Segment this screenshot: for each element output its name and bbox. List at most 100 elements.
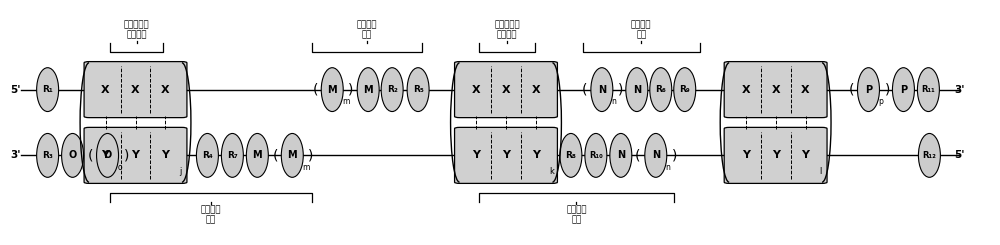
Text: M: M bbox=[253, 150, 262, 160]
FancyBboxPatch shape bbox=[84, 61, 187, 118]
Ellipse shape bbox=[37, 68, 59, 111]
Text: Y: Y bbox=[502, 150, 510, 160]
Text: Y: Y bbox=[472, 150, 480, 160]
Ellipse shape bbox=[381, 68, 403, 111]
Text: Y: Y bbox=[532, 150, 540, 160]
Text: N: N bbox=[617, 150, 625, 160]
Text: (: ( bbox=[582, 83, 588, 97]
Ellipse shape bbox=[918, 134, 940, 177]
Text: N: N bbox=[598, 85, 606, 95]
Text: (: ( bbox=[635, 148, 641, 162]
Ellipse shape bbox=[591, 68, 613, 111]
Ellipse shape bbox=[674, 68, 696, 111]
Text: R₄: R₄ bbox=[202, 151, 213, 160]
Text: M: M bbox=[327, 85, 337, 95]
Text: 配对区碱基
发生配对: 配对区碱基 发生配对 bbox=[124, 20, 149, 40]
Text: 互补反应
基团: 互补反应 基团 bbox=[566, 205, 587, 225]
FancyBboxPatch shape bbox=[84, 127, 187, 184]
Text: 3': 3' bbox=[10, 150, 21, 160]
Text: R₆: R₆ bbox=[655, 85, 666, 94]
Text: n: n bbox=[666, 163, 671, 172]
Text: P: P bbox=[900, 85, 907, 95]
FancyBboxPatch shape bbox=[724, 127, 827, 184]
Text: R₁₂: R₁₂ bbox=[922, 151, 936, 160]
Ellipse shape bbox=[221, 134, 243, 177]
Text: 互补反应
基团: 互补反应 基团 bbox=[201, 205, 221, 225]
Text: R₁: R₁ bbox=[42, 85, 53, 94]
Ellipse shape bbox=[407, 68, 429, 111]
Ellipse shape bbox=[650, 68, 672, 111]
Ellipse shape bbox=[97, 134, 119, 177]
Text: ): ) bbox=[308, 148, 314, 162]
Ellipse shape bbox=[357, 68, 379, 111]
Text: X: X bbox=[502, 85, 510, 95]
Ellipse shape bbox=[281, 134, 303, 177]
Text: M: M bbox=[287, 150, 297, 160]
Ellipse shape bbox=[196, 134, 218, 177]
Ellipse shape bbox=[321, 68, 343, 111]
Text: Y: Y bbox=[102, 150, 110, 160]
Text: (: ( bbox=[849, 83, 854, 97]
Text: R₃: R₃ bbox=[42, 151, 53, 160]
Text: R₈: R₈ bbox=[565, 151, 576, 160]
Text: R₁₁: R₁₁ bbox=[922, 85, 935, 94]
Text: Y: Y bbox=[132, 150, 140, 160]
Text: 5': 5' bbox=[10, 85, 21, 95]
Ellipse shape bbox=[37, 134, 59, 177]
Ellipse shape bbox=[62, 134, 84, 177]
Text: k: k bbox=[549, 167, 554, 176]
Text: n: n bbox=[612, 98, 617, 106]
Text: Y: Y bbox=[161, 150, 169, 160]
Text: (: ( bbox=[88, 148, 93, 162]
Text: o: o bbox=[117, 163, 122, 172]
Text: R₅: R₅ bbox=[413, 85, 424, 94]
Text: O: O bbox=[103, 150, 112, 160]
FancyBboxPatch shape bbox=[724, 61, 827, 118]
Text: Y: Y bbox=[772, 150, 780, 160]
Text: X: X bbox=[472, 85, 480, 95]
Text: R₂: R₂ bbox=[387, 85, 398, 94]
Ellipse shape bbox=[610, 134, 632, 177]
Text: ): ) bbox=[884, 83, 890, 97]
Text: 互补反应
基团: 互补反应 基团 bbox=[631, 20, 652, 40]
Ellipse shape bbox=[585, 134, 607, 177]
Text: p: p bbox=[878, 98, 883, 106]
Text: 3': 3' bbox=[954, 85, 965, 95]
FancyBboxPatch shape bbox=[455, 61, 557, 118]
Text: m: m bbox=[342, 98, 349, 106]
Text: 配对区碱基
发生配对: 配对区碱基 发生配对 bbox=[494, 20, 520, 40]
Text: ): ) bbox=[672, 148, 677, 162]
Ellipse shape bbox=[560, 134, 582, 177]
Ellipse shape bbox=[246, 134, 268, 177]
Text: X: X bbox=[741, 85, 750, 95]
Text: X: X bbox=[532, 85, 540, 95]
Text: N: N bbox=[633, 85, 641, 95]
Text: P: P bbox=[865, 85, 872, 95]
Text: X: X bbox=[161, 85, 170, 95]
Text: ): ) bbox=[348, 83, 354, 97]
Ellipse shape bbox=[892, 68, 914, 111]
Text: X: X bbox=[771, 85, 780, 95]
Text: m: m bbox=[302, 163, 310, 172]
FancyBboxPatch shape bbox=[455, 127, 557, 184]
Text: ): ) bbox=[618, 83, 623, 97]
Text: 互补反应
基团: 互补反应 基团 bbox=[357, 20, 377, 40]
Text: Y: Y bbox=[742, 150, 750, 160]
Text: M: M bbox=[363, 85, 373, 95]
Ellipse shape bbox=[917, 68, 939, 111]
Text: O: O bbox=[68, 150, 77, 160]
Text: l: l bbox=[819, 167, 821, 176]
Text: R₇: R₇ bbox=[227, 151, 238, 160]
Ellipse shape bbox=[858, 68, 879, 111]
Text: Y: Y bbox=[802, 150, 810, 160]
Text: R₁₀: R₁₀ bbox=[589, 151, 603, 160]
Text: R₉: R₉ bbox=[679, 85, 690, 94]
Text: X: X bbox=[801, 85, 810, 95]
Text: (: ( bbox=[273, 148, 278, 162]
Text: (: ( bbox=[313, 83, 318, 97]
Ellipse shape bbox=[626, 68, 648, 111]
Ellipse shape bbox=[645, 134, 667, 177]
Text: ): ) bbox=[124, 148, 129, 162]
Text: 5': 5' bbox=[954, 150, 965, 160]
Text: X: X bbox=[101, 85, 110, 95]
